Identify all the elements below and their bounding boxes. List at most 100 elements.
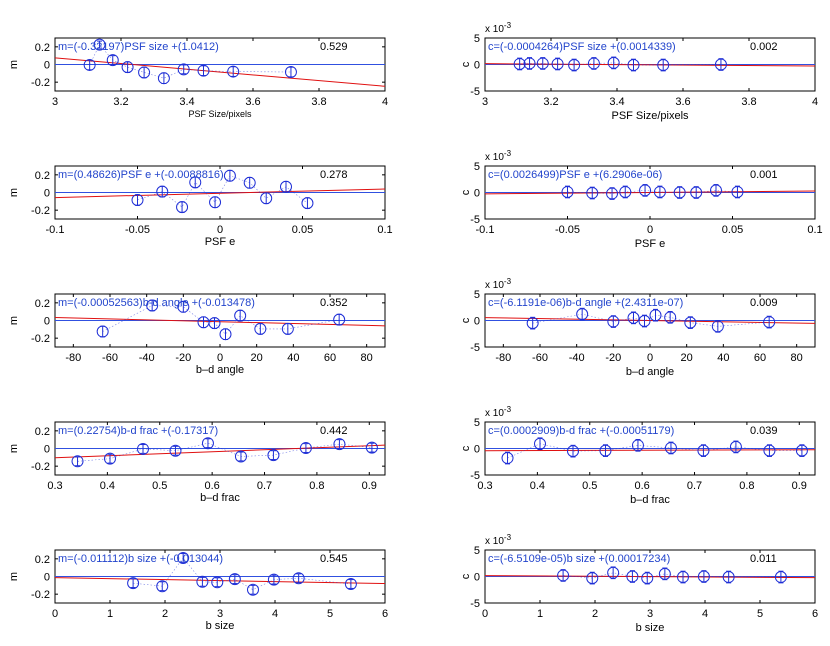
x-tick-label: 2 (162, 608, 168, 620)
correlation-value: 0.529 (320, 41, 348, 53)
y-tick-label: -0.2 (31, 77, 50, 89)
data-connector (567, 190, 738, 194)
y-axis-label: m (8, 188, 20, 197)
x-tick-label: 2 (592, 608, 598, 620)
exponent-base: x 10 (485, 280, 504, 291)
x-tick-label: 5 (327, 608, 333, 620)
y-tick-label: 0.2 (35, 426, 50, 438)
data-point (177, 63, 190, 76)
x-tick-label: 3 (52, 96, 58, 108)
data-point (664, 441, 677, 454)
y-axis-label: c (460, 317, 472, 323)
data-point (526, 317, 539, 330)
plot-area (55, 169, 385, 214)
x-tick-label: 0.3 (477, 480, 492, 492)
y-axis-label: c (460, 61, 472, 67)
fit-line (55, 188, 385, 199)
plot-area (485, 56, 815, 72)
data-connector (507, 443, 802, 459)
data-point (208, 317, 221, 330)
x-tick-label: -0.05 (555, 224, 580, 236)
y-tick-label: 5 (474, 33, 480, 45)
data-point (626, 570, 639, 583)
data-connector (137, 175, 308, 208)
x-tick-label: 0.5 (582, 480, 597, 492)
x-tick-label: 40 (287, 352, 299, 364)
data-connector (102, 305, 340, 335)
x-tick-label: -80 (495, 352, 511, 364)
data-point (344, 578, 357, 591)
exponent-label: x 10-3 (485, 533, 512, 547)
x-axis-label: b–d angle (196, 364, 244, 376)
correlation-value: 0.039 (750, 425, 778, 437)
y-tick-label: -5 (470, 598, 480, 610)
x-tick-label: -0.05 (125, 224, 150, 236)
data-point (127, 577, 140, 590)
x-tick-label: 6 (382, 608, 388, 620)
data-point (606, 187, 619, 200)
y-tick-label: 0 (474, 316, 480, 328)
correlation-value: 0.001 (750, 169, 778, 181)
plot-area (55, 551, 385, 596)
data-point (664, 311, 677, 324)
data-point (568, 59, 581, 72)
data-point (247, 583, 259, 596)
plot-area (485, 307, 815, 333)
x-tick-label: 0 (647, 224, 653, 236)
data-point (697, 570, 710, 583)
correlation-value: 0.011 (750, 553, 777, 565)
data-point (557, 569, 570, 582)
data-point (639, 184, 652, 197)
x-tick-label: 0 (52, 608, 58, 620)
data-point (536, 57, 549, 70)
data-point (513, 57, 526, 70)
panel-m-vs-bd-frac: 0.3 0.4 0.5 0.6 0.7 0.8 0.9 -0.2 0 0.2 b–d frac m m=… (8, 421, 386, 504)
x-tick-label: 4 (702, 608, 708, 620)
data-point (137, 442, 149, 455)
y-tick-label: -0.2 (31, 205, 50, 217)
y-tick-label: 0 (474, 60, 480, 72)
data-point (627, 311, 640, 324)
exponent-power: -3 (504, 277, 512, 286)
data-point (209, 196, 222, 209)
data-point (641, 572, 654, 585)
exponent-power: -3 (504, 533, 512, 542)
y-tick-label: -0.2 (31, 333, 50, 345)
data-point (586, 572, 599, 585)
data-point (599, 444, 612, 457)
fit-annotation: m=(0.22754)b-d frac +(-0.17317) (58, 425, 218, 437)
data-point (714, 58, 727, 71)
data-point (219, 328, 232, 341)
data-point (690, 186, 703, 199)
data-point (729, 440, 742, 453)
exponent-power: -3 (504, 21, 512, 30)
x-tick-label: 80 (361, 352, 373, 364)
data-point (267, 573, 280, 586)
panel-c-vs-bd-angle: -80 -60 -40 -20 0 20 40 60 80 -5 0 5 b–d angle c x 10-… (460, 277, 816, 378)
data-point (189, 176, 202, 189)
data-connector (563, 572, 781, 579)
x-tick-label: 6 (812, 608, 818, 620)
data-point (227, 65, 240, 78)
x-tick-label: -40 (569, 352, 585, 364)
y-tick-label: 5 (474, 417, 480, 429)
x-tick-label: 3 (482, 96, 488, 108)
x-tick-label: 0.6 (634, 480, 649, 492)
data-point (106, 54, 119, 67)
data-point (211, 576, 224, 589)
x-axis-label: b–d frac (200, 492, 240, 504)
x-tick-label: 40 (717, 352, 729, 364)
data-point (567, 445, 579, 458)
x-tick-label: 60 (324, 352, 336, 364)
panel-m-vs-bd-angle: -80 -60 -40 -20 0 20 40 60 80 -0.2 0 0.2 b–d angle m m… (8, 293, 386, 376)
exponent-base: x 10 (485, 408, 504, 419)
y-axis-label: c (460, 573, 472, 579)
x-tick-label: 0.8 (739, 480, 754, 492)
data-point (710, 184, 722, 197)
fit-annotation: m=(0.48626)PSF e +(-0.0088816) (58, 169, 224, 181)
panel-m-vs-psf-e: -0.1 -0.05 0 0.05 0.1 -0.2 0 0.2 PSF e m m=(0.4862… (8, 165, 393, 248)
x-tick-label: 20 (681, 352, 693, 364)
fit-line (55, 57, 385, 87)
data-point (722, 571, 735, 584)
